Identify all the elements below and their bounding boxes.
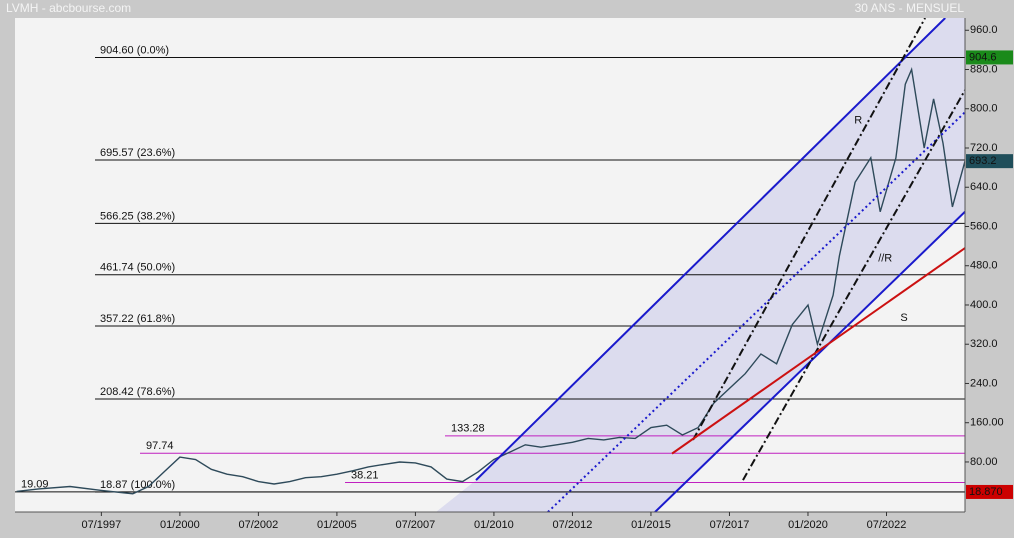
y-tick-label: 400.0	[970, 299, 998, 311]
trendline	[547, 111, 965, 512]
level-label: 38.21	[351, 469, 379, 481]
y-tick-label: 320.0	[970, 338, 998, 350]
annotation: //R	[878, 252, 892, 264]
fib-label: 904.60 (0.0%)	[100, 44, 169, 56]
x-tick-label: 07/2007	[396, 519, 436, 531]
trendline	[475, 18, 946, 481]
price-marker	[966, 50, 1013, 65]
fib-label: 461.74 (50.0%)	[100, 262, 175, 274]
price-line	[16, 67, 965, 495]
y-tick-label: 880.0	[970, 63, 998, 75]
chart-subtitle: 30 ANS - MENSUEL	[855, 1, 965, 15]
y-tick-label: 160.00	[970, 417, 1004, 429]
y-tick-label: 800.0	[970, 103, 998, 115]
x-tick-label: 07/2022	[867, 519, 907, 531]
price-marker	[966, 484, 1013, 499]
fib-label: 566.25 (38.2%)	[100, 210, 175, 222]
x-tick-label: 01/2020	[788, 519, 828, 531]
level-label: 97.74	[146, 440, 174, 452]
trendline	[692, 18, 926, 441]
x-tick-label: 01/2010	[474, 519, 514, 531]
x-tick-label: 07/1997	[81, 519, 121, 531]
price-marker	[966, 154, 1013, 169]
fib-label: 208.42 (78.6%)	[100, 386, 175, 398]
y-tick-label: 640.0	[970, 181, 998, 193]
fib-label: 357.22 (61.8%)	[100, 313, 175, 325]
level-label: 19.09	[21, 479, 49, 491]
annotation: R	[854, 114, 862, 126]
y-tick-label: 960.0	[970, 24, 998, 36]
y-tick-label: 240.0	[970, 377, 998, 389]
annotation: S	[900, 312, 907, 324]
trendline	[671, 247, 965, 455]
price-marker-label: 904.6	[969, 51, 997, 63]
channel-fill	[436, 18, 965, 512]
y-tick-label: 720.0	[970, 142, 998, 154]
x-tick-label: 07/2002	[239, 519, 279, 531]
plot: 904.60 (0.0%) 695.57 (23.6%) 566.25 (38.2%…	[15, 18, 965, 512]
y-tick-label: 80.00	[970, 456, 998, 468]
x-tick-label: 01/2000	[160, 519, 200, 531]
trendline	[742, 89, 965, 481]
chart-title: LVMH - abcbourse.com	[6, 1, 131, 15]
price-marker-label: 18.870	[969, 486, 1003, 498]
x-tick-label: 01/2005	[317, 519, 357, 531]
price-marker-label: 693.2	[969, 155, 997, 167]
y-tick-label: 560.0	[970, 220, 998, 232]
x-tick-label: 07/2017	[710, 519, 750, 531]
fib-label: 18.87 (100.0%)	[100, 479, 175, 491]
fib-label: 695.57 (23.6%)	[100, 147, 175, 159]
level-label: 133.28	[451, 423, 485, 435]
x-tick-label: 07/2012	[553, 519, 593, 531]
y-tick-label: 480.0	[970, 260, 998, 272]
x-tick-label: 01/2015	[631, 519, 671, 531]
